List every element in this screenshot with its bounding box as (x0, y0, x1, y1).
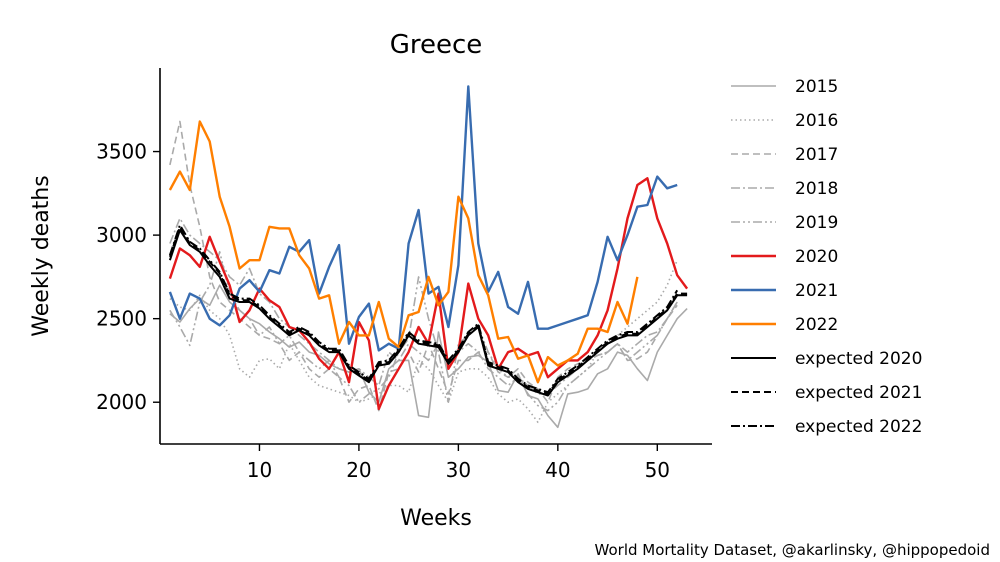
legend-label: 2015 (795, 77, 838, 97)
series-line-expected-2020 (168, 229, 688, 397)
x-axis-label: Weeks (400, 506, 472, 531)
series-line-expected-2021 (168, 225, 688, 395)
x-tick-label: 10 (247, 458, 272, 482)
legend-label: 2018 (795, 179, 838, 199)
series-line-2022 (168, 120, 639, 384)
series-line-2015 (169, 284, 688, 429)
legend-label: 2020 (795, 247, 838, 267)
legend-label: 2019 (795, 213, 838, 233)
plot-area (168, 85, 689, 429)
chart-title: Greece (390, 30, 483, 60)
y-tick-label: 2000 (96, 390, 147, 414)
x-ticks: 10 20 30 40 50 (247, 444, 670, 482)
legend-label: expected 2022 (795, 417, 922, 437)
legend-label: 2021 (795, 281, 838, 301)
legend: 2015 2016 2017 2018 2019 2020 2021 2022 expected… (731, 77, 922, 437)
legend-label: 2017 (795, 145, 838, 165)
series-line-2021 (168, 85, 678, 352)
x-tick-label: 40 (545, 458, 570, 482)
series-line-expected-2022 (168, 224, 679, 394)
y-axis-label: Weekly deaths (29, 175, 54, 336)
legend-label: expected 2020 (795, 349, 922, 369)
series-line-2016 (169, 259, 678, 424)
series-line-2017 (169, 120, 678, 412)
legend-label: 2022 (795, 315, 838, 335)
x-tick-label: 50 (645, 458, 670, 482)
series-line-2018 (169, 217, 678, 395)
legend-label: 2016 (795, 111, 838, 131)
series-line-2019 (169, 251, 678, 412)
y-tick-label: 2500 (96, 307, 147, 331)
y-tick-label: 3000 (96, 223, 147, 247)
credit-text: World Mortality Dataset, @akarlinsky, @h… (595, 541, 990, 559)
legend-label: expected 2021 (795, 383, 922, 403)
y-ticks: 2000 2500 3000 3500 (96, 140, 160, 414)
x-tick-label: 30 (446, 458, 471, 482)
x-tick-label: 20 (346, 458, 371, 482)
y-tick-label: 3500 (96, 140, 147, 164)
